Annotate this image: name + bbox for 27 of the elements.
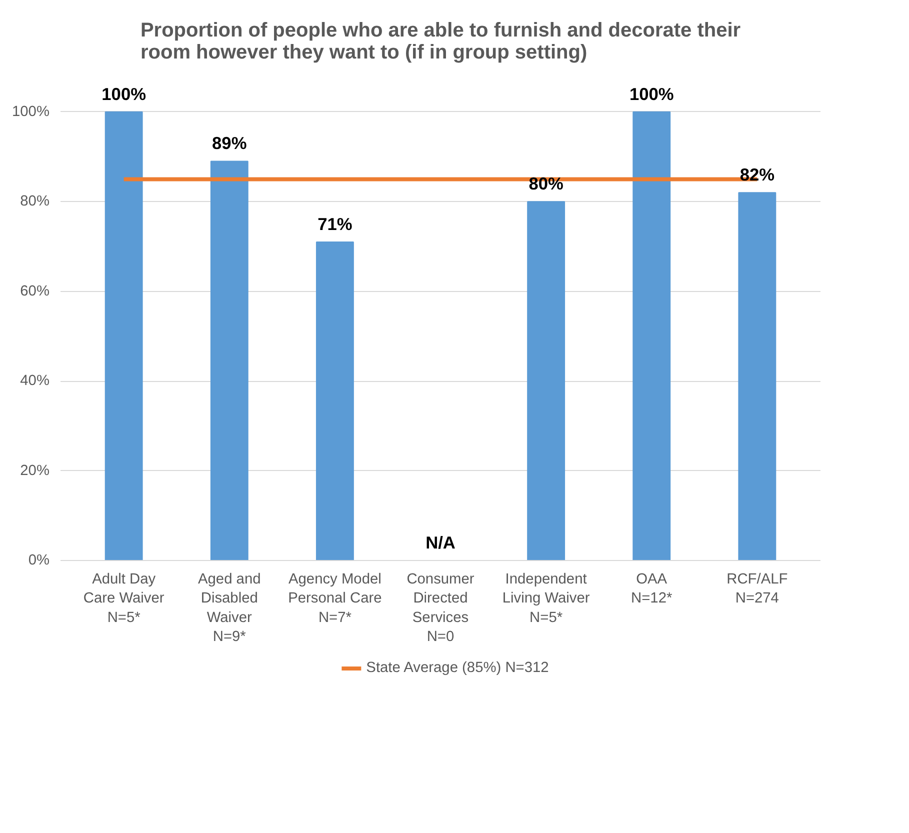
y-tick-label: 60% (20, 283, 50, 300)
bar (210, 160, 248, 560)
data-label: 89% (212, 133, 247, 154)
data-label: 71% (318, 214, 352, 234)
bar (527, 201, 566, 560)
y-tick-label: 20% (20, 462, 50, 479)
y-tick-label: 0% (28, 552, 50, 568)
x-tick-label: OAA N=12* (631, 572, 672, 607)
x-tick-label: Aged and Disabled Waiver N=9* (198, 572, 261, 646)
data-label: 100% (102, 84, 146, 104)
data-label: 100% (629, 84, 674, 104)
y-tick-label: 100% (12, 104, 50, 120)
bar (316, 241, 354, 560)
x-tick-label: RCF/ALF N=274 (726, 572, 788, 607)
bar (738, 192, 776, 560)
data-label: 82% (740, 164, 775, 185)
y-tick-label: 80% (20, 194, 50, 210)
x-tick-label: Adult Day Care Waiver N=5* (83, 572, 164, 626)
legend-label: State Average (85%) N=312 (366, 660, 549, 676)
x-tick-label: Consumer Directed Services N=0 (406, 572, 474, 646)
x-tick-label: Independent Living Waiver N=5* (502, 572, 590, 626)
bar (104, 111, 143, 560)
text: N/A (426, 532, 456, 552)
x-tick-label: Agency Model Personal Care N=7* (288, 572, 382, 626)
chart-title: Proportion of people who are able to furnish and decorate their room however they want to (if in group setting) (140, 20, 741, 64)
bar (632, 111, 671, 560)
y-tick-label: 40% (20, 373, 50, 390)
